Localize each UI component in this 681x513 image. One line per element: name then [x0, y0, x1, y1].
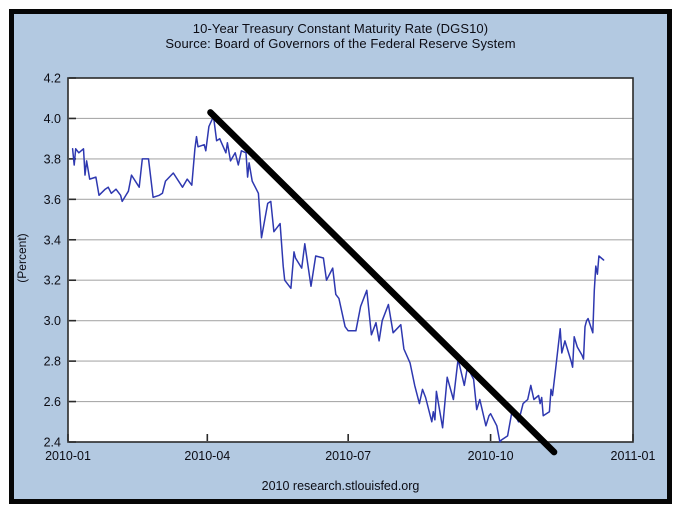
- chart-subtitle: Source: Board of Governors of the Federa…: [165, 36, 516, 51]
- x-tick-label: 2010-07: [325, 449, 371, 463]
- plot-border: [67, 77, 634, 443]
- chart-footer: 2010 research.stlouisfed.org: [261, 479, 420, 493]
- chart-title: 10-Year Treasury Constant Maturity Rate …: [192, 21, 489, 36]
- y-tick-label: 2.8: [44, 355, 61, 369]
- y-tick-label: 3.6: [44, 193, 61, 207]
- data-line: [71, 115, 605, 443]
- y-tick-label: 2.6: [44, 395, 61, 409]
- y-tick-label: 4.2: [44, 72, 61, 86]
- x-tick-label: 2011-01: [611, 449, 656, 463]
- y-tick-label: 3.8: [44, 152, 61, 166]
- title-block: 10-Year Treasury Constant Maturity Rate …: [14, 21, 667, 51]
- plot-background: [68, 78, 633, 442]
- y-tick-label: 3.2: [44, 274, 61, 288]
- y-tick-label: 2.4: [44, 436, 61, 450]
- y-axis-label: (Percent): [15, 233, 29, 283]
- y-tick-label: 4.0: [44, 112, 61, 126]
- y-tick-label: 3.0: [44, 314, 61, 328]
- y-tick-label: 3.4: [44, 233, 61, 247]
- x-tick-label: 2010-10: [468, 449, 514, 463]
- x-tick-label: 2010-01: [45, 449, 91, 463]
- trend-line: [207, 109, 558, 456]
- x-tick-label: 2010-04: [184, 449, 230, 463]
